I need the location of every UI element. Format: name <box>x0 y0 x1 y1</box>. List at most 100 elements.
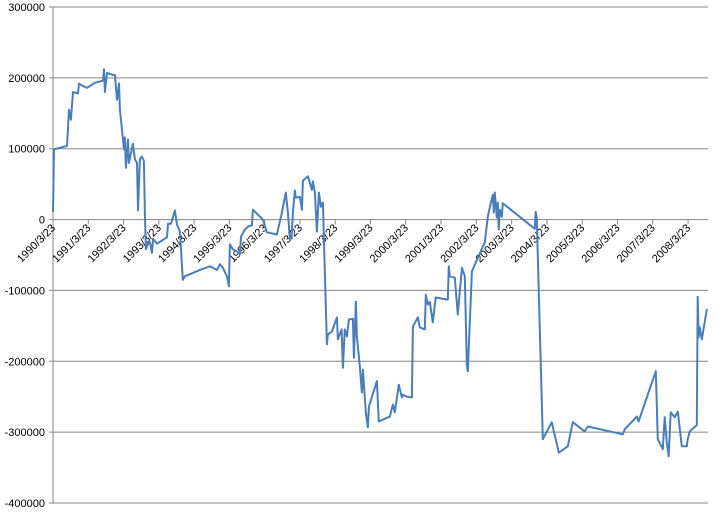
data-point <box>337 338 339 341</box>
data-point <box>149 241 151 243</box>
data-point <box>312 180 314 183</box>
y-axis: 300000 200000 100000 0 -100000 -200000 -300000… <box>5 2 54 510</box>
data-point <box>427 303 429 306</box>
data-point <box>567 445 569 448</box>
data-point <box>348 318 350 321</box>
data-point <box>412 325 414 328</box>
data-point <box>68 108 70 111</box>
data-point <box>368 405 370 408</box>
data-point <box>119 108 121 111</box>
data-point <box>252 208 254 211</box>
y-tick-label: -200000 <box>5 356 45 368</box>
data-point <box>667 455 670 458</box>
data-point <box>355 301 357 303</box>
data-point <box>72 91 74 93</box>
data-point <box>331 330 333 333</box>
data-point <box>167 223 169 225</box>
data-point <box>285 191 287 194</box>
data-point <box>583 430 586 433</box>
data-point <box>657 438 659 441</box>
data-point <box>706 308 708 311</box>
data-point <box>125 167 127 169</box>
data-point <box>295 196 297 199</box>
data-point <box>247 225 249 228</box>
data-point <box>124 136 126 139</box>
data-point <box>534 211 537 213</box>
data-point <box>698 326 701 329</box>
data-point <box>199 269 201 271</box>
data-point <box>497 201 499 204</box>
data-point <box>637 420 640 423</box>
data-point <box>464 275 466 278</box>
data-point <box>696 296 699 298</box>
data-point <box>394 411 396 414</box>
data-point <box>542 438 544 441</box>
data-point <box>636 415 638 418</box>
y-tick-label: 200000 <box>8 73 45 85</box>
data-point <box>176 223 178 226</box>
data-point <box>425 293 427 296</box>
data-point <box>401 396 403 399</box>
data-point <box>209 265 211 268</box>
y-tick-label: -400000 <box>5 498 45 510</box>
data-point <box>466 365 468 368</box>
series-line <box>52 68 708 458</box>
data-point <box>669 411 672 414</box>
data-point <box>145 248 147 251</box>
data-point <box>226 275 228 278</box>
data-point <box>66 145 68 147</box>
data-point <box>281 211 283 214</box>
data-point <box>174 209 176 212</box>
data-point <box>356 335 358 338</box>
data-point <box>686 445 688 448</box>
data-point <box>558 451 560 454</box>
data-point <box>551 421 553 424</box>
data-point <box>622 433 624 436</box>
data-point <box>655 370 657 373</box>
data-point <box>471 270 473 273</box>
data-point <box>336 316 338 319</box>
data-point <box>307 175 309 178</box>
data-point <box>340 328 343 331</box>
data-point <box>411 396 413 399</box>
data-point <box>322 201 324 204</box>
data-point <box>116 99 118 101</box>
data-point <box>534 228 536 230</box>
data-point <box>424 328 426 331</box>
data-point <box>461 267 463 269</box>
data-point <box>287 211 289 214</box>
data-point <box>144 213 146 216</box>
data-point <box>127 138 129 141</box>
data-point <box>417 316 419 319</box>
data-point <box>251 224 253 226</box>
data-point <box>429 301 431 303</box>
data-point <box>359 365 361 368</box>
data-point <box>572 421 574 424</box>
data-point <box>673 416 676 419</box>
data-point <box>367 426 369 429</box>
y-tick-label: 0 <box>39 215 45 227</box>
data-point <box>301 208 303 211</box>
data-point <box>502 202 504 205</box>
data-point <box>139 158 141 161</box>
data-point <box>320 206 322 208</box>
data-point <box>490 201 492 204</box>
y-tick-label: -300000 <box>5 427 45 439</box>
data-point <box>323 238 325 241</box>
data-point <box>314 191 316 194</box>
data-point <box>492 194 494 196</box>
data-point <box>262 218 264 221</box>
data-point <box>53 148 55 151</box>
data-point <box>447 298 449 301</box>
data-point <box>106 72 108 74</box>
data-point <box>325 308 327 311</box>
data-point <box>182 279 184 281</box>
data-point <box>361 391 363 394</box>
data-point <box>290 236 293 239</box>
data-point <box>326 343 328 346</box>
data-point <box>122 138 124 141</box>
data-point <box>419 326 421 329</box>
data-point <box>703 321 706 324</box>
data-point <box>454 276 456 279</box>
